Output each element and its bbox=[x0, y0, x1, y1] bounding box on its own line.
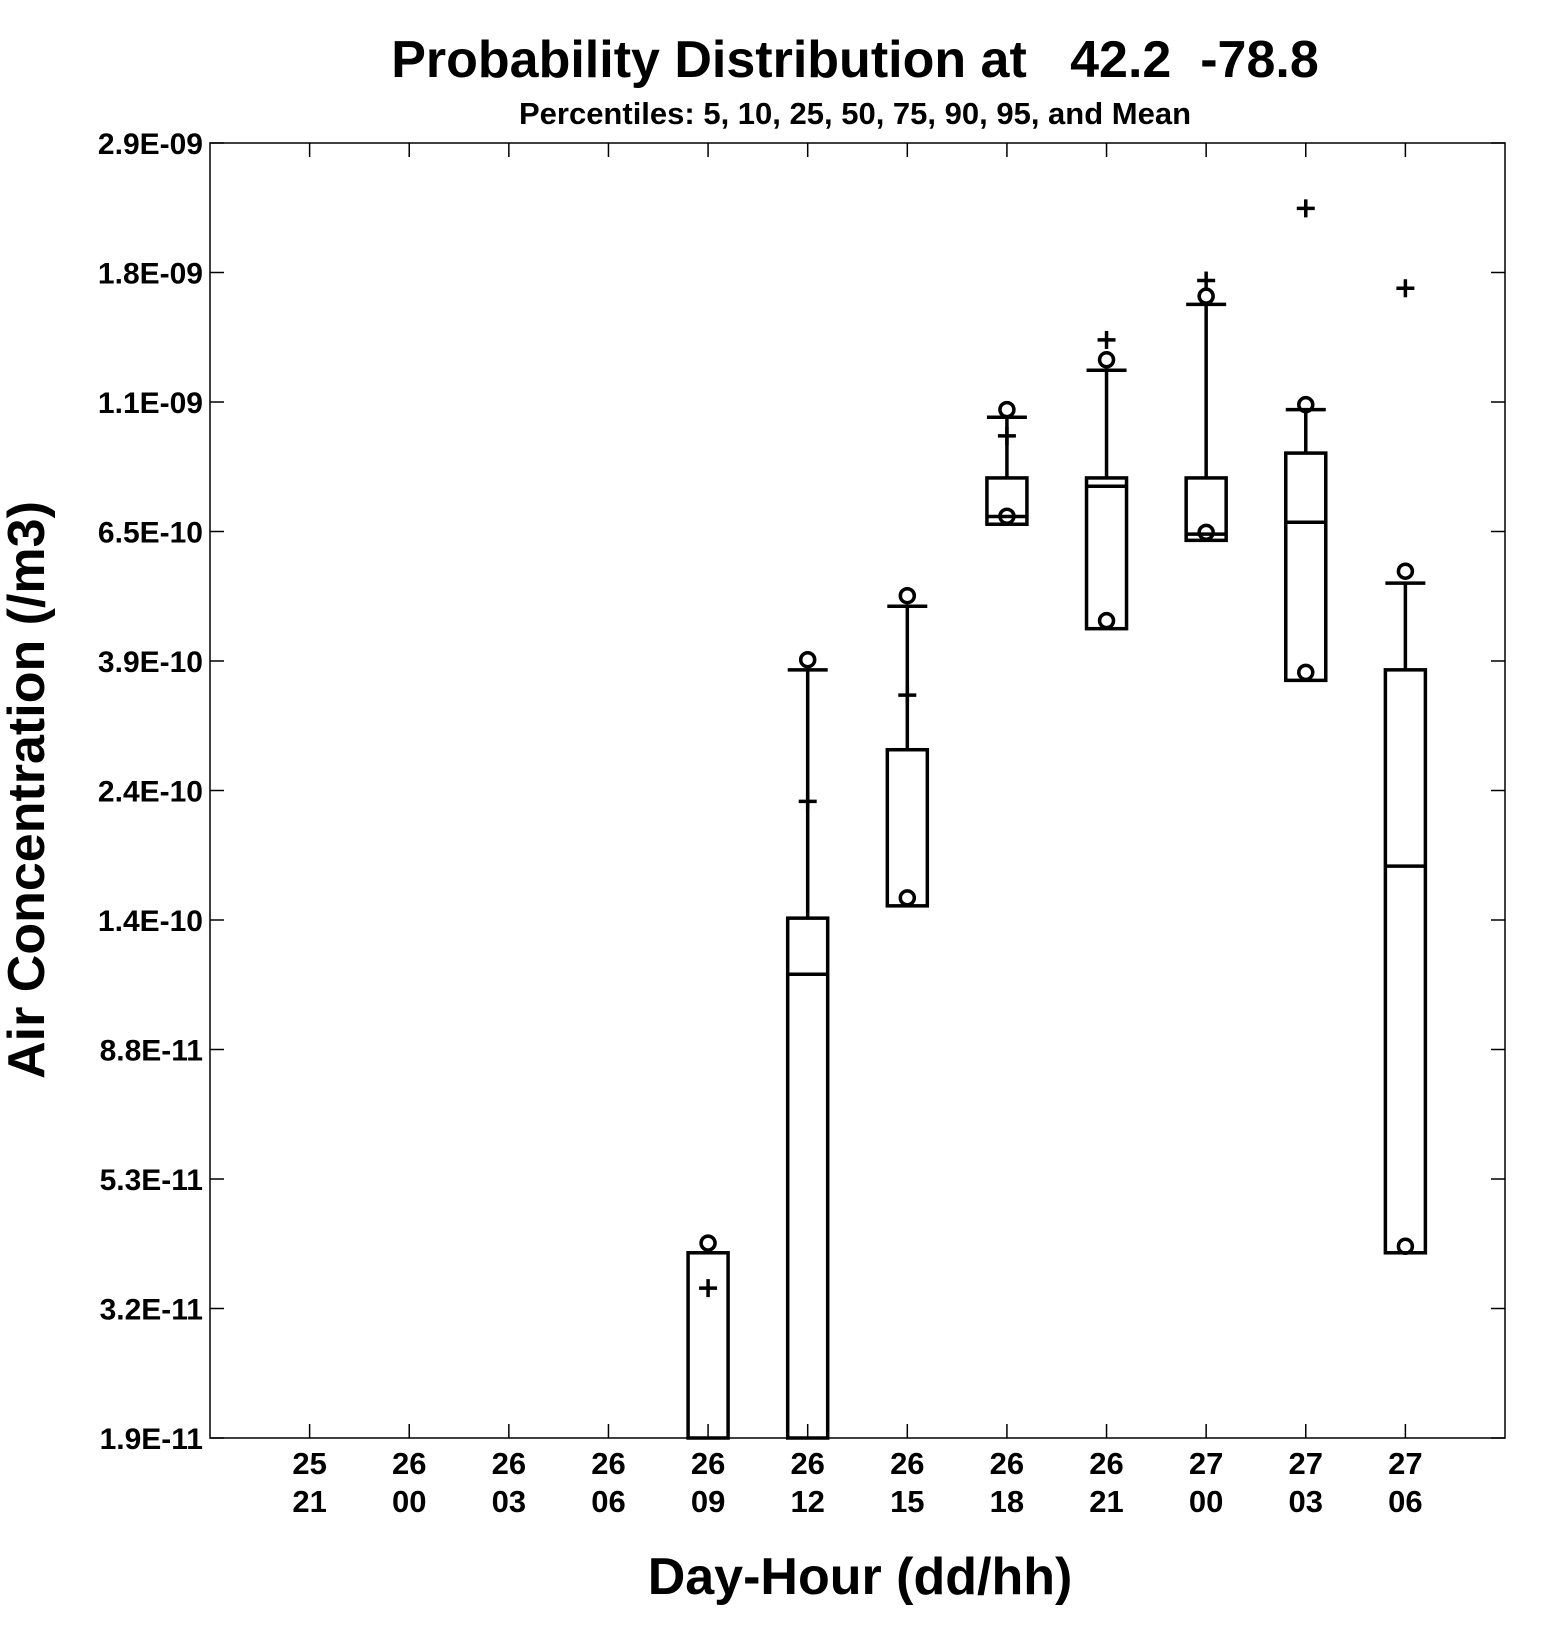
box-26-12 bbox=[785, 650, 830, 1440]
box-body bbox=[785, 916, 830, 1440]
p95-marker bbox=[1197, 287, 1215, 305]
x-axis-label: Day-Hour (dd/hh) bbox=[648, 1548, 1073, 1606]
x-tick-label-hour: 06 bbox=[1388, 1484, 1422, 1519]
box-body bbox=[1084, 476, 1129, 631]
y-tick-label: 1.1E-09 bbox=[98, 387, 203, 420]
x-tick-label-hour: 21 bbox=[292, 1484, 326, 1519]
x-tick-label-hour: 00 bbox=[1189, 1484, 1223, 1519]
x-tick-label-hour: 09 bbox=[691, 1484, 725, 1519]
box-26-15 bbox=[885, 586, 930, 908]
x-tick-label-day: 26 bbox=[691, 1446, 725, 1481]
p95-marker bbox=[1396, 562, 1415, 580]
p95-marker bbox=[699, 1234, 717, 1252]
plot-frame bbox=[209, 142, 1506, 1439]
box-27-00 bbox=[1184, 271, 1228, 543]
x-tick-label-day: 25 bbox=[292, 1446, 326, 1481]
p95-marker bbox=[798, 650, 817, 669]
p5-marker bbox=[1396, 1237, 1415, 1256]
box-body bbox=[686, 1251, 730, 1440]
x-tick-label-hour: 03 bbox=[1289, 1484, 1323, 1519]
box-26-09 bbox=[686, 1234, 730, 1440]
y-tick-label: 2.4E-10 bbox=[98, 776, 203, 809]
x-tick-label-hour: 18 bbox=[990, 1484, 1024, 1519]
box-body bbox=[885, 747, 930, 908]
y-tick-label: 8.8E-11 bbox=[100, 1035, 203, 1068]
x-axis-ticks: 2521260026032606260926122615261826212700… bbox=[292, 143, 1423, 1519]
y-tick-label: 5.3E-11 bbox=[100, 1164, 203, 1197]
x-tick-label-day: 27 bbox=[1189, 1446, 1223, 1481]
y-axis-ticks: 2.9E-09 1.8E-09 1.1E-09 6.5E-10 3.9E-10 2.4E-… bbox=[98, 128, 1505, 1456]
x-tick-label-hour: 21 bbox=[1089, 1484, 1123, 1519]
x-tick-label-day: 26 bbox=[990, 1446, 1024, 1481]
p10-marker bbox=[1197, 523, 1215, 542]
box-27-03 bbox=[1284, 199, 1328, 683]
x-tick-label-hour: 12 bbox=[790, 1484, 824, 1519]
box-body bbox=[1383, 668, 1428, 1255]
y-tick-label: 1.8E-09 bbox=[98, 258, 203, 291]
x-tick-label-day: 27 bbox=[1289, 1446, 1323, 1481]
p10-marker bbox=[998, 507, 1016, 525]
x-tick-label-day: 26 bbox=[392, 1446, 426, 1481]
p10-marker bbox=[1297, 663, 1315, 682]
box-body bbox=[1184, 476, 1228, 543]
box-body bbox=[1284, 451, 1328, 683]
y-tick-label: 1.9E-11 bbox=[100, 1423, 203, 1456]
x-tick-label-day: 26 bbox=[591, 1446, 625, 1481]
box-26-21 bbox=[1084, 330, 1129, 631]
y-axis-label: Air Concentration (/m3) bbox=[0, 501, 56, 1079]
y-tick-label: 3.2E-11 bbox=[100, 1294, 203, 1327]
x-tick-label-day: 26 bbox=[890, 1446, 924, 1481]
x-tick-label-hour: 00 bbox=[392, 1484, 426, 1519]
p10-marker bbox=[1097, 611, 1116, 630]
x-tick-label-hour: 03 bbox=[492, 1484, 526, 1519]
y-tick-label: 3.9E-10 bbox=[98, 646, 203, 679]
p10-marker bbox=[898, 889, 917, 907]
x-tick-label-day: 26 bbox=[1089, 1446, 1123, 1481]
y-tick-label: 2.9E-09 bbox=[98, 128, 203, 161]
x-tick-label-day: 27 bbox=[1388, 1446, 1422, 1481]
x-tick-label-day: 26 bbox=[492, 1446, 526, 1481]
y-tick-label: 6.5E-10 bbox=[98, 517, 203, 550]
chart-title: Probability Distribution at 42.2 -78.8 bbox=[391, 31, 1319, 89]
box-26-18 bbox=[985, 400, 1029, 526]
x-tick-label-hour: 15 bbox=[890, 1484, 924, 1519]
box-series bbox=[686, 199, 1428, 1440]
p95-marker bbox=[898, 586, 917, 605]
y-tick-label: 1.4E-10 bbox=[98, 905, 203, 938]
p95-marker bbox=[1297, 395, 1315, 414]
x-tick-label-hour: 06 bbox=[591, 1484, 625, 1519]
p95-marker bbox=[998, 400, 1016, 419]
chart-subtitle: Percentiles: 5, 10, 25, 50, 75, 90, 95, … bbox=[519, 96, 1191, 131]
x-tick-label-day: 26 bbox=[790, 1446, 824, 1481]
box-27-06 bbox=[1383, 279, 1428, 1256]
p95-marker bbox=[1097, 351, 1116, 369]
